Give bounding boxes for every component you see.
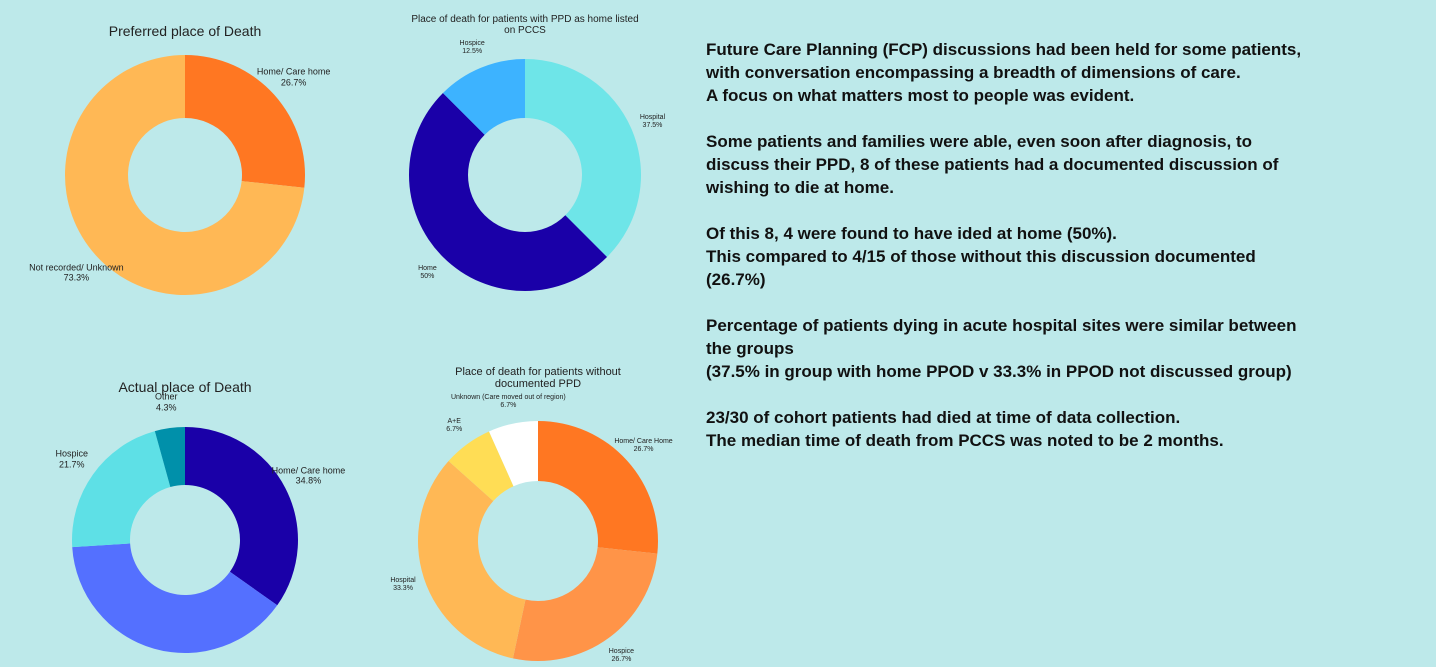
paragraph: 23/30 of cohort patients had died at tim… — [706, 406, 1301, 452]
text-line: The median time of death from PCCS was n… — [706, 431, 1224, 450]
text-line: (26.7%) — [706, 270, 766, 289]
slice-name: Home/ Care Home — [614, 437, 673, 445]
slice-name: Hospice — [459, 39, 485, 47]
paragraph: Of this 8, 4 were found to have ided at … — [706, 222, 1301, 291]
slice-value: 4.3% — [156, 402, 177, 413]
paragraph: Some patients and families were able, ev… — [706, 130, 1301, 199]
donut-slice — [72, 543, 278, 653]
slice-label: Home/ Care Home 26.7% — [614, 438, 672, 454]
slice-name: Home/ Care home — [256, 67, 331, 78]
text-line: A focus on what matters most to people w… — [706, 86, 1135, 105]
slice-value: 33.3% — [393, 585, 413, 593]
text-line: wishing to die at home. — [706, 178, 894, 197]
slice-value: 6.7% — [500, 402, 517, 410]
donut-slice — [154, 427, 185, 487]
donut-slice — [448, 431, 514, 502]
donut-slice — [525, 59, 641, 258]
slice-label: Home 50% — [418, 265, 437, 281]
slice-label: Not recorded/ Unknown 73.3% — [29, 262, 124, 283]
text-line: 23/30 of cohort patients had died at tim… — [706, 408, 1181, 427]
slice-name: Hospice — [55, 449, 89, 460]
slice-name: Hospital — [639, 114, 666, 122]
slice-name: A+E — [447, 418, 461, 426]
donut-slice — [442, 59, 525, 135]
text-line: This compared to 4/15 of those without t… — [706, 247, 1256, 266]
slice-label: A+E 6.7% — [446, 418, 462, 434]
slice-value: 37.5% — [642, 122, 663, 130]
paragraph: Percentage of patients dying in acute ho… — [706, 314, 1301, 383]
slice-label: Home/ Care home 26.7% — [257, 67, 331, 88]
donut-slice — [65, 55, 305, 296]
text-line: discuss their PPD, 8 of these patients h… — [706, 155, 1279, 174]
text-line: Future Care Planning (FCP) discussions h… — [706, 40, 1302, 59]
chart-title: Actual place of Death — [118, 379, 252, 395]
slice-name: Unknown (Care moved out of region) — [450, 394, 566, 402]
text-line: Percentage of patients dying in acute ho… — [706, 316, 1297, 335]
chart-title: Place of death for patients without docu… — [455, 366, 621, 391]
slice-value: 21.7% — [59, 459, 85, 470]
donut-slice — [417, 461, 526, 659]
slice-value: 6.7% — [446, 426, 463, 434]
slice-label: Hospice 21.7% — [56, 449, 89, 470]
slice-label: Hospice 12.5% — [460, 39, 485, 55]
slice-name: Hospice — [608, 647, 635, 655]
slice-label: Other 4.3% — [155, 392, 178, 413]
chart-title: Preferred place of Death — [108, 23, 262, 39]
text-line: (37.5% in group with home PPOD v 33.3% i… — [706, 362, 1292, 381]
donut-slice — [409, 92, 608, 291]
slice-label: Hospital 33.3% — [390, 577, 415, 593]
slice-value: 34.8% — [295, 476, 322, 487]
slice-value: 73.3% — [63, 272, 90, 283]
text-line: Some patients and families were able, ev… — [706, 132, 1253, 151]
slice-value: 26.7% — [280, 77, 307, 88]
chart-title: Place of death for patients with PPD as … — [411, 14, 639, 36]
donut-slice — [512, 547, 658, 661]
findings-text: Future Care Planning (FCP) discussions h… — [706, 38, 1301, 475]
text-line: the groups — [706, 339, 794, 358]
slice-label: Hospice 26.7% — [609, 648, 634, 664]
slice-name: Not recorded/ Unknown — [29, 262, 124, 273]
paragraph: Future Care Planning (FCP) discussions h… — [706, 38, 1301, 107]
slice-value: 26.7% — [611, 655, 632, 663]
donut-slice — [489, 421, 538, 487]
slice-name: Hospital — [390, 577, 416, 584]
slice-name: Home — [418, 264, 437, 272]
slice-name: Home/ Care home — [271, 465, 346, 476]
donut-slice — [185, 427, 298, 606]
donut-slice — [185, 55, 305, 188]
donut-slice — [538, 421, 658, 554]
slice-value: 12.5% — [462, 47, 483, 55]
slice-value: 26.7% — [633, 446, 654, 453]
text-line: with conversation encompassing a breadth… — [706, 63, 1241, 82]
slice-label: Hospital 37.5% — [640, 114, 665, 130]
slice-name: Other — [155, 391, 178, 402]
slice-label: Home/ Care home 34.8% — [272, 466, 346, 487]
slice-label: Unknown (Care moved out of region) 6.7% — [451, 394, 566, 410]
donut-slice — [71, 431, 171, 548]
slice-value: 50% — [420, 272, 435, 280]
text-line: Of this 8, 4 were found to have ided at … — [706, 224, 1117, 243]
